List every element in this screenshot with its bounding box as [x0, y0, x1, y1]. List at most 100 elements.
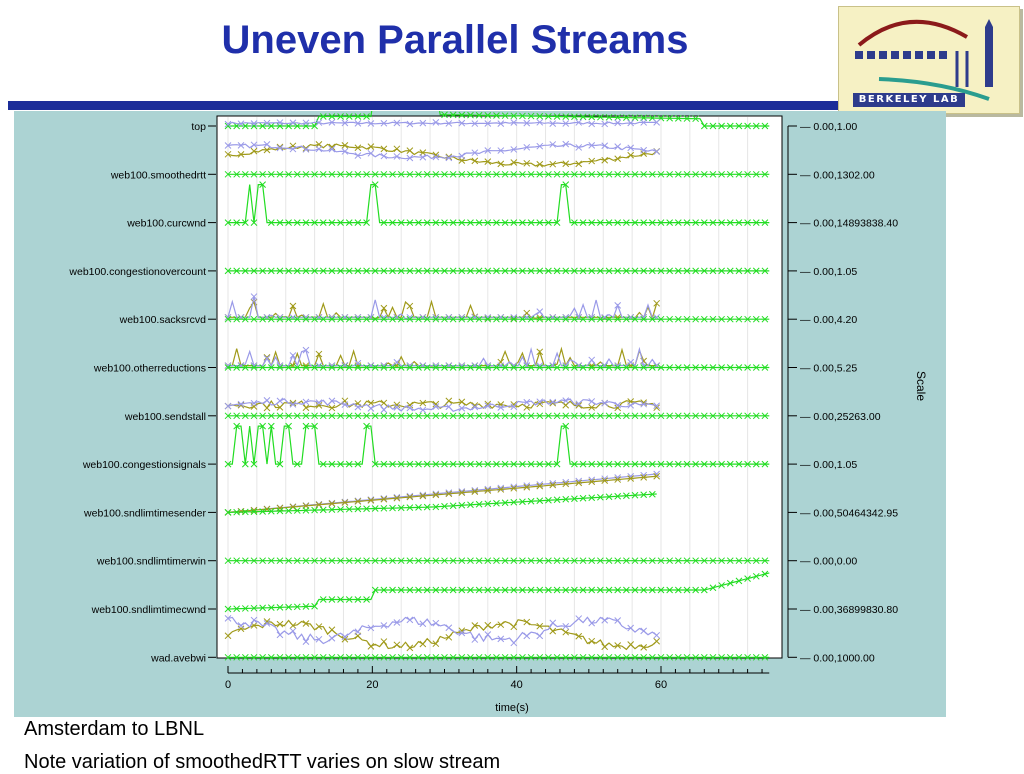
series-avebwi-blue-marker: [458, 629, 466, 637]
series-cwndtime-green-marker: [345, 596, 353, 603]
series-top-green-marker: [692, 115, 699, 123]
series-avebwi-blue-marker: [575, 615, 583, 622]
series-rtt-green-marker: [371, 170, 379, 178]
series-rwin-green-marker: [354, 557, 362, 565]
series-rwin-green-marker: [666, 557, 674, 565]
series-congsig-green-marker: [527, 460, 535, 468]
series-sendstall-blue-marker: [510, 403, 518, 411]
series-rwin-green-marker: [371, 557, 379, 565]
series-overcount-green-marker: [527, 267, 535, 275]
series-cwnd-green-marker: [423, 219, 431, 226]
series-avebwi-green-marker: [545, 653, 552, 661]
series-rtt-green-marker: [588, 170, 596, 178]
series-sendstall-green-marker: [726, 412, 734, 420]
series-sacks-green-marker: [285, 315, 292, 323]
series-avebwi-blue-marker: [536, 632, 544, 640]
series-overcount-green-marker: [657, 267, 665, 275]
series-avebwi-olive-marker: [497, 621, 505, 629]
series-cwndtime-green-marker: [597, 586, 604, 594]
series-rwin-green-marker: [432, 557, 440, 565]
series-cwndtime-green-marker: [380, 586, 388, 594]
series-cwnd-green-marker: [588, 219, 596, 226]
series-sender-blue-marker: [406, 492, 414, 500]
series-overcount-green-marker: [319, 267, 327, 275]
series-avebwi-green-marker: [319, 653, 327, 661]
series-cwnd-green-marker: [285, 219, 292, 226]
series-cwnd-green-marker: [475, 219, 483, 226]
series-sendstall-green-marker: [458, 412, 466, 420]
series-sender-olive-marker: [562, 480, 570, 488]
series-overcount-green-marker: [250, 267, 258, 275]
series-otherred-green-marker: [337, 364, 344, 371]
series-otherred-olive-marker: [536, 348, 544, 356]
series-rtt-green-marker: [363, 170, 370, 178]
series-overcount-green-marker: [371, 267, 379, 275]
series-top-blue-marker: [224, 120, 232, 128]
series-rwin-green-marker: [406, 557, 414, 565]
row-scale: — 0.00,1.00: [800, 121, 857, 133]
series-sendstall-green-marker: [397, 412, 405, 420]
series-otherred-green-marker: [380, 364, 388, 371]
series-avebwi-green-marker: [475, 653, 483, 661]
series-overcount-green-marker: [267, 267, 275, 275]
x-tick-label: 60: [655, 679, 667, 691]
series-overcount-green-marker: [588, 267, 596, 275]
series-sendstall-olive-marker: [575, 402, 583, 409]
series-top-green-marker: [588, 113, 596, 121]
series-otherred-green-marker: [267, 364, 275, 371]
series-rtt-blue-marker: [393, 153, 401, 160]
series-top-blue-marker: [263, 119, 271, 127]
series-sendstall-green-marker: [692, 412, 699, 420]
series-sender-green-marker: [640, 491, 648, 499]
series-otherred-green-marker: [588, 364, 596, 371]
series-sender-olive-marker: [523, 483, 531, 491]
series-rtt-green-marker: [605, 170, 613, 178]
series-sendstall-green-marker: [293, 412, 301, 420]
series-sacks-green-marker: [579, 315, 587, 323]
series-overcount-green-marker: [614, 267, 622, 275]
series-avebwi-green-marker: [640, 653, 648, 661]
series-cwnd-green-marker: [519, 219, 526, 226]
series-sendstall-olive-marker: [328, 404, 336, 412]
series-avebwi-blue-marker: [393, 619, 401, 626]
series-rwin-green-marker: [233, 557, 241, 565]
series-sendstall-green-marker: [735, 412, 743, 420]
series-congsig-green-marker: [501, 460, 509, 468]
series-rtt-blue-marker: [653, 148, 661, 155]
series-sendstall-blue-marker: [315, 399, 323, 406]
series-sacks-green-marker: [354, 315, 362, 323]
series-overcount-green-marker: [389, 267, 396, 275]
series-sendstall-green-marker: [640, 412, 648, 420]
series-sender-green-marker: [224, 509, 232, 516]
series-otherred-green-marker: [519, 364, 526, 371]
series-cwndtime-green-marker: [536, 586, 544, 594]
series-avebwi-green-marker: [588, 653, 596, 661]
series-rtt-green-marker: [259, 170, 266, 178]
series-top-green-marker: [484, 112, 492, 119]
series-congsig-green-marker: [441, 460, 448, 468]
series-sender-green-marker: [519, 498, 526, 506]
row-label: web100.curcwnd: [126, 218, 206, 230]
series-rwin-green-marker: [588, 557, 596, 565]
series-sender-green-marker: [415, 504, 422, 511]
row-labels: top web100.smoothedrtt web100.curcwnd web10…: [68, 121, 216, 664]
row-scale: — 0.00,0.00: [800, 556, 857, 568]
series-top-green-marker: [475, 111, 483, 119]
series-sendstall-green-marker: [744, 412, 751, 420]
series-rwin-green-marker: [423, 557, 431, 565]
series-cwndtime-green-marker: [285, 603, 292, 611]
series-avebwi-olive-marker: [328, 626, 336, 634]
series-avebwi-blue-marker: [627, 624, 635, 632]
series-top-green-marker: [553, 113, 561, 120]
series-sender-green-marker: [536, 497, 544, 505]
series-avebwi-green-marker: [380, 653, 388, 661]
series-sender-olive-line: [227, 475, 657, 513]
series-top-green-marker: [449, 111, 457, 119]
series-avebwi-blue-marker: [562, 622, 570, 630]
berkeley-lab-logo: BERKELEY LAB: [838, 6, 1020, 114]
series-sacks-green-marker: [597, 315, 604, 323]
series-top-blue-marker: [432, 119, 440, 126]
series-cwndtime-green-marker: [467, 586, 474, 594]
series-top-blue-marker: [367, 120, 375, 127]
series-sendstall-blue-marker: [289, 401, 297, 408]
